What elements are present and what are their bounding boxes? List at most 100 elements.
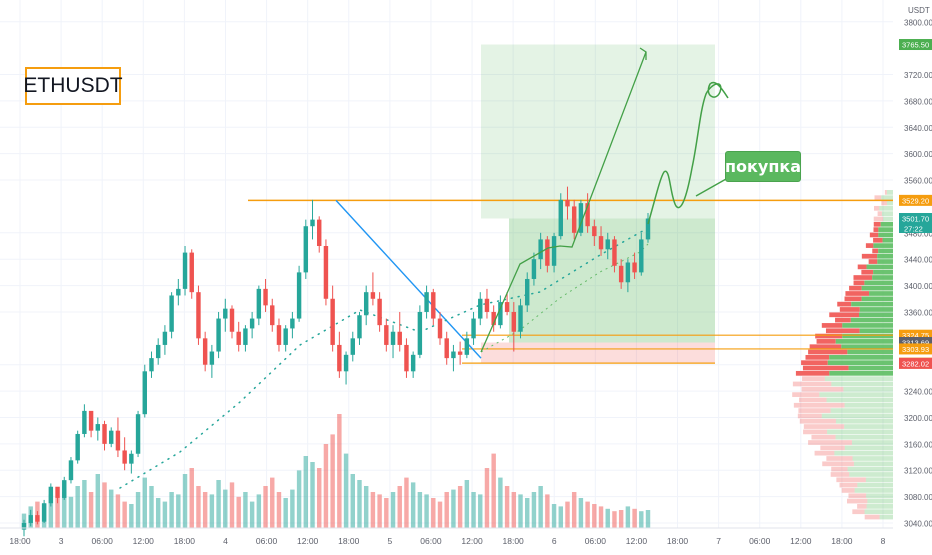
volume-bar	[417, 492, 423, 528]
time-tick-label: 18:00	[831, 536, 853, 546]
volume-bar	[404, 477, 409, 528]
vp-sell	[799, 397, 827, 403]
time-tick-label: 18:00	[338, 536, 360, 546]
price-tag-level	[899, 329, 932, 341]
candle-body	[390, 331, 396, 345]
candle-body	[645, 218, 651, 240]
volume-bar	[424, 494, 429, 528]
vp-buy	[859, 312, 893, 318]
vp-sell	[792, 392, 820, 397]
candle-body	[189, 252, 194, 293]
candle-body	[350, 338, 355, 355]
volume-bar	[82, 480, 87, 528]
volume-bar	[384, 498, 389, 528]
volume-bar	[169, 492, 174, 528]
volume-bar	[303, 456, 309, 528]
candle-body	[62, 480, 67, 498]
candle-body	[558, 199, 563, 237]
candle-body	[21, 523, 27, 530]
vp-sell	[799, 418, 836, 424]
price-tag-level	[899, 194, 932, 206]
volume-bar	[478, 494, 483, 528]
candle-body	[471, 318, 476, 339]
candle-body	[478, 298, 483, 319]
vp-sell	[848, 493, 867, 499]
time-tick-label: 5	[387, 536, 392, 546]
candle-body	[290, 318, 295, 329]
time-tick-label: 12:00	[790, 536, 812, 546]
candle-body	[263, 288, 268, 306]
candle-body	[330, 298, 335, 345]
vp-sell	[872, 248, 879, 254]
price-tick-label: 3120.00	[904, 467, 932, 476]
vp-buy	[821, 413, 893, 419]
candle-body	[598, 236, 604, 250]
candle-body	[75, 433, 80, 461]
volume-bar	[605, 508, 610, 528]
price-tag-last	[899, 213, 932, 233]
time-tick-label: 8	[881, 536, 886, 546]
vp-sell	[801, 386, 844, 392]
price-tick-label: 3440.00	[904, 256, 932, 265]
candle-body	[605, 239, 610, 250]
vp-buy	[842, 323, 893, 328]
candle-body	[68, 460, 74, 481]
vp-sell	[816, 339, 836, 344]
volume-bar	[243, 492, 248, 528]
volume-bar	[216, 480, 221, 528]
vp-buy	[844, 424, 893, 429]
vp-sell	[874, 205, 880, 211]
volume-bar	[68, 496, 74, 528]
volume-bar	[518, 494, 523, 528]
time-tick-label: 7	[716, 536, 721, 546]
volume-bar	[196, 486, 201, 528]
candle-body	[209, 351, 215, 365]
time-tick-label: 6	[552, 536, 557, 546]
vp-buy	[829, 370, 893, 376]
price-tick-label: 3400.00	[904, 282, 932, 291]
price-tag-text: 3324.75	[902, 331, 929, 340]
candle-body	[431, 292, 436, 319]
vp-sell	[835, 317, 851, 323]
price-tag-level	[899, 343, 932, 355]
volume-bar	[491, 453, 496, 528]
volume-bar	[290, 489, 295, 528]
vp-sell	[802, 376, 825, 382]
volume-bar	[618, 510, 624, 528]
volume-bar	[370, 492, 376, 528]
vp-buy	[857, 482, 893, 488]
candle-body	[162, 331, 168, 345]
price-tick-label: 3680.00	[904, 97, 932, 106]
candle-body	[122, 450, 127, 464]
vp-sell	[852, 509, 865, 515]
volume-bar	[182, 474, 188, 528]
vp-buy	[853, 461, 893, 467]
vp-buy	[827, 360, 893, 366]
candle-body	[424, 292, 429, 312]
vp-buy	[830, 408, 893, 413]
vp-buy	[854, 488, 893, 493]
vp-sell	[803, 429, 828, 435]
volume-bars	[21, 414, 651, 528]
vp-buy	[842, 333, 893, 339]
time-tick-label: 18:00	[9, 536, 31, 546]
time-tick-label: 4	[223, 536, 228, 546]
vp-buy	[873, 269, 893, 275]
vp-sell	[884, 190, 887, 195]
candle-body	[618, 265, 624, 283]
vp-sell	[837, 301, 852, 307]
vp-sell	[809, 344, 842, 350]
stop-zone	[481, 342, 715, 364]
vp-buy	[824, 376, 893, 382]
candle-body	[41, 503, 47, 522]
time-tick-label: 06:00	[585, 536, 607, 546]
volume-bar	[545, 494, 550, 528]
vp-buy	[851, 440, 893, 445]
vp-sell	[869, 232, 879, 238]
candle-body	[129, 453, 134, 464]
volume-bar	[55, 498, 60, 528]
volume-bar	[223, 489, 228, 528]
volume-bar	[189, 468, 194, 528]
candle-body	[223, 308, 228, 319]
